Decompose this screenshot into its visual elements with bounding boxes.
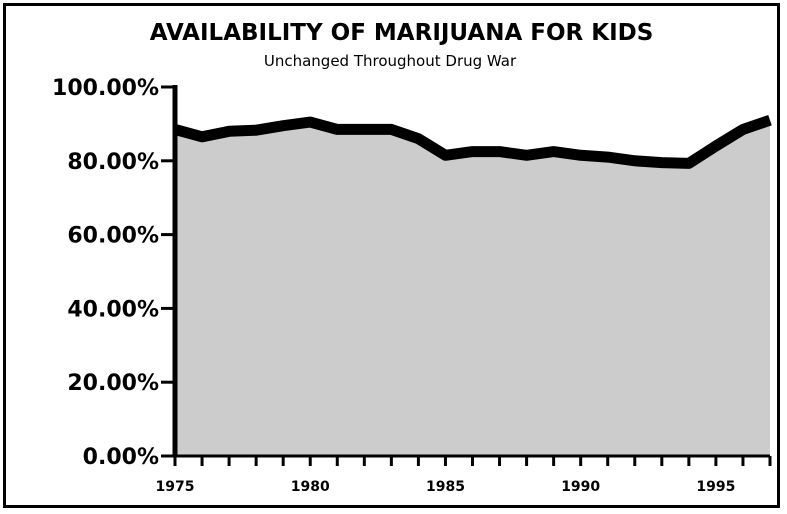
series-area-0 xyxy=(175,120,770,456)
y-tick-label: 60.00% xyxy=(67,224,159,249)
y-tick-label: 80.00% xyxy=(67,150,159,175)
chart-subtitle: Unchanged Throughout Drug War xyxy=(263,52,517,70)
tick-label-layer: 0.00% 20.00% 40.00% 60.00% 80.00% 100.00% 1975… xyxy=(52,76,735,495)
y-tick-label: 0.00% xyxy=(83,445,159,470)
series-line-0 xyxy=(173,114,772,169)
x-tick-label: 1995 xyxy=(696,479,735,495)
y-tick-label: 40.00% xyxy=(67,297,159,322)
chart-title: AVAILABILITY OF MARIJUANA FOR KIDS xyxy=(149,20,654,46)
x-tick-label: 1985 xyxy=(426,479,465,495)
area-layer xyxy=(173,114,772,456)
y-tick-label: 100.00% xyxy=(52,76,159,101)
axis-layer xyxy=(161,85,772,466)
x-tick-label: 1980 xyxy=(291,479,330,495)
x-tick-label: 1990 xyxy=(561,479,600,495)
x-tick-label: 1975 xyxy=(156,479,195,495)
y-tick-label: 20.00% xyxy=(67,371,159,396)
